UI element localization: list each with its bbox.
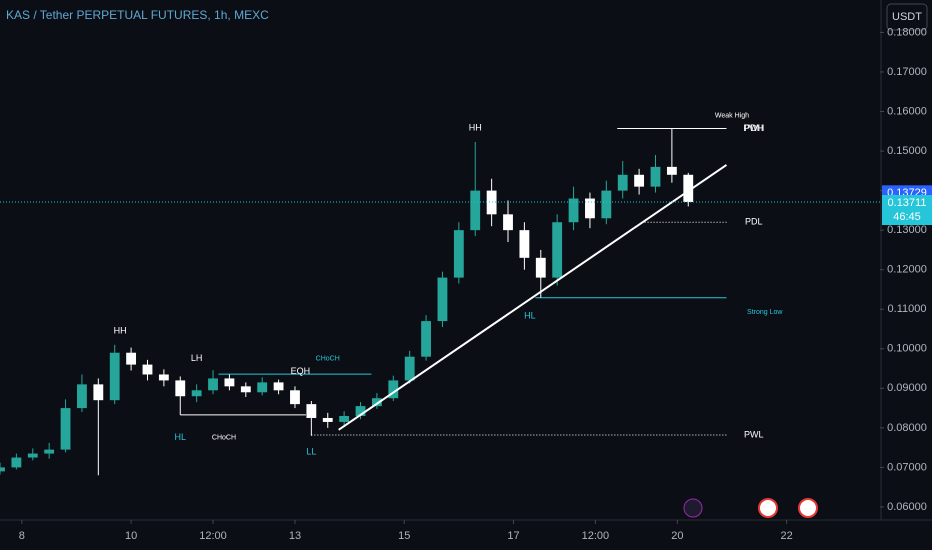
y-tick-label: 0.15000 xyxy=(887,145,927,157)
candle-body xyxy=(617,174,628,191)
candle-body xyxy=(683,174,694,203)
x-tick-label: 22 xyxy=(780,530,792,542)
x-tick-label: 20 xyxy=(671,530,683,542)
x-tick-label: 12:00 xyxy=(199,530,227,542)
candle-body xyxy=(240,386,251,393)
candle-body xyxy=(371,398,382,407)
annotation: Weak High xyxy=(715,113,749,120)
candle-body xyxy=(486,190,497,215)
annotation: LL xyxy=(306,446,316,456)
candle-body xyxy=(257,382,268,393)
price-countdown: 46:45 xyxy=(893,211,921,223)
candle-body xyxy=(437,277,448,322)
candle-body xyxy=(404,356,415,381)
candle-body xyxy=(175,380,186,397)
candle-body xyxy=(126,352,137,365)
candle-body xyxy=(11,457,22,468)
candle-body xyxy=(93,384,104,401)
annotation: HL xyxy=(175,432,187,442)
annotation: HL xyxy=(524,310,536,320)
candle-body xyxy=(470,190,481,231)
candle-body xyxy=(273,382,284,391)
annotation: EQH xyxy=(291,366,311,376)
annotation: PDL xyxy=(745,217,763,227)
candle-body xyxy=(388,380,399,399)
annotation: HH xyxy=(469,122,482,132)
trendline xyxy=(338,164,728,431)
annotation: PWH xyxy=(743,123,764,133)
y-tick-label: 0.18000 xyxy=(887,26,927,38)
chart-title: KAS / Tether PERPETUAL FUTURES, 1h, MEXC xyxy=(6,8,269,22)
event-icons xyxy=(683,498,818,518)
x-tick-label: 17 xyxy=(507,530,519,542)
x-tick-label: 13 xyxy=(289,530,301,542)
event-icon[interactable] xyxy=(798,498,818,518)
candle-body xyxy=(0,467,5,472)
x-tick-label: 12:00 xyxy=(582,530,610,542)
candle-body xyxy=(142,364,153,375)
y-tick-label: 0.11000 xyxy=(888,303,927,315)
candle-body xyxy=(355,406,366,416)
annotation: CHoCH xyxy=(316,356,340,363)
annotation: LH xyxy=(191,353,203,363)
candle-body xyxy=(224,378,235,387)
annotation: PDH xyxy=(744,123,763,133)
y-tick-label: 0.17000 xyxy=(887,66,927,78)
candle-body xyxy=(290,390,300,405)
y-tick-label: 0.08000 xyxy=(887,422,927,434)
y-tick-label: 0.13000 xyxy=(887,224,927,236)
candle-body xyxy=(535,257,546,278)
candle-body xyxy=(60,408,71,450)
x-tick-label: 10 xyxy=(125,530,137,542)
candle-body xyxy=(552,222,563,278)
y-tick-label: 0.10000 xyxy=(887,343,927,355)
y-tick-label: 0.06000 xyxy=(887,501,927,513)
currency-button[interactable] xyxy=(886,3,928,31)
candle-body xyxy=(503,214,513,231)
candle-body xyxy=(585,198,595,219)
annotation: CHoCH xyxy=(212,435,236,442)
candle-body xyxy=(568,198,579,223)
x-tick-label: 15 xyxy=(398,530,410,542)
candle-body xyxy=(650,166,661,187)
event-icon[interactable] xyxy=(683,498,703,518)
price-label: 0.13711 xyxy=(888,197,927,209)
candle-body xyxy=(421,321,431,357)
annotation: HH xyxy=(114,325,127,335)
candle-body xyxy=(158,374,169,381)
annotation: PWL xyxy=(744,429,764,439)
x-tick-label: 8 xyxy=(19,530,25,542)
candle-body xyxy=(322,417,333,422)
candle-body xyxy=(634,174,645,187)
price-label-box xyxy=(882,195,932,226)
y-tick-label: 0.07000 xyxy=(887,461,927,473)
candle-body xyxy=(208,378,218,391)
candle-body xyxy=(191,390,202,397)
candle-body xyxy=(109,352,120,401)
currency-label: USDT xyxy=(892,11,922,23)
candle-body xyxy=(666,166,677,175)
candle-body xyxy=(306,404,317,418)
candle-body xyxy=(519,230,530,258)
event-icon[interactable] xyxy=(758,498,778,518)
y-tick-label: 0.16000 xyxy=(887,105,927,117)
y-tick-label: 0.12000 xyxy=(887,264,927,276)
candle-body xyxy=(339,416,350,422)
candle-body xyxy=(27,453,38,458)
candle-body xyxy=(601,190,612,219)
candle-body xyxy=(44,449,55,454)
candle-body xyxy=(77,384,87,409)
y-tick-label: 0.09000 xyxy=(887,382,927,394)
candle-body xyxy=(453,230,464,278)
annotation: Strong Low xyxy=(747,309,783,316)
